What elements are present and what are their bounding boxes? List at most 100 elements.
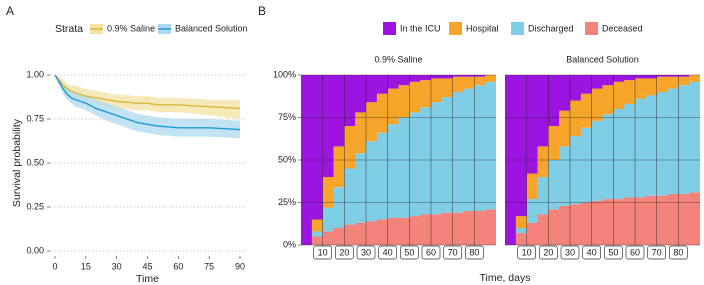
- area-segment: [441, 97, 453, 213]
- area-segment: [613, 199, 625, 245]
- area-segment: [515, 216, 527, 228]
- panel-label: B: [258, 4, 266, 18]
- area-segment: [526, 222, 538, 245]
- y-tick-label: 0.75: [26, 113, 44, 123]
- area-segment: [656, 76, 668, 92]
- area-segment: [441, 75, 453, 79]
- area-segment: [678, 194, 690, 245]
- area-segment: [667, 194, 679, 245]
- area-segment: [398, 85, 410, 118]
- area-segment: [344, 168, 356, 225]
- area-segment: [645, 95, 657, 196]
- area-segment: [624, 103, 636, 198]
- area-segment: [322, 231, 334, 245]
- x-tick-box: [538, 245, 558, 260]
- area-segment: [311, 219, 323, 232]
- x-tick-box: [313, 245, 333, 260]
- legend-label: 0.9% Saline: [107, 23, 155, 33]
- area-segment: [602, 114, 614, 200]
- area-segment: [387, 88, 399, 125]
- x-axis-label: Time, days: [480, 272, 531, 284]
- area-segment: [559, 75, 571, 111]
- area-segment: [667, 75, 679, 77]
- area-segment: [515, 228, 527, 234]
- confidence-band: [55, 75, 240, 139]
- area-segment: [700, 192, 704, 245]
- area-segment: [548, 160, 560, 210]
- x-tick-box: [464, 245, 484, 260]
- area-segment: [420, 75, 432, 81]
- x-tick-label: 80: [673, 247, 683, 257]
- x-tick-label: 50: [608, 247, 618, 257]
- area-segment: [624, 80, 636, 104]
- area-segment: [580, 127, 592, 203]
- area-segment: [678, 75, 690, 77]
- x-tick-label: 0: [52, 261, 57, 271]
- x-tick-box: [517, 245, 537, 260]
- area-segment: [431, 75, 443, 79]
- x-tick-label: 15: [81, 261, 91, 271]
- area-segment: [580, 202, 592, 245]
- x-tick-label: 45: [142, 261, 152, 271]
- area-segment: [635, 75, 647, 79]
- x-tick-label: 50: [404, 247, 414, 257]
- x-tick-label: 70: [448, 247, 458, 257]
- area-segment: [689, 192, 700, 245]
- x-tick-box: [560, 245, 580, 260]
- area-segment: [624, 197, 636, 245]
- area-segment: [311, 231, 323, 237]
- area-segment: [537, 177, 549, 215]
- area-segment: [700, 75, 704, 80]
- area-segment: [624, 75, 636, 81]
- area-segment: [537, 146, 549, 177]
- confidence-band: [55, 75, 240, 119]
- area-segment: [387, 124, 399, 218]
- area-segment: [366, 221, 378, 245]
- area-segment: [376, 219, 388, 245]
- area-segment: [700, 80, 704, 192]
- survival-line: [54, 74, 241, 131]
- area-segment: [322, 207, 334, 232]
- survival-line: [54, 74, 241, 110]
- legend-label: Hospital: [466, 23, 499, 33]
- area-segment: [645, 78, 657, 96]
- facet-plot: [301, 75, 496, 245]
- area-segment: [591, 75, 603, 89]
- area-segment: [485, 209, 496, 245]
- area-segment: [591, 120, 603, 201]
- area-segment: [537, 75, 549, 147]
- area-segment: [420, 107, 432, 215]
- area-segment: [322, 177, 334, 208]
- area-segment: [485, 75, 496, 82]
- area-segment: [463, 76, 475, 89]
- legend-label: In the ICU: [400, 23, 441, 33]
- x-tick-box: [647, 245, 667, 260]
- area-segment: [559, 205, 571, 245]
- x-tick-label: 40: [383, 247, 393, 257]
- area-segment: [526, 173, 538, 200]
- area-segment: [474, 85, 486, 211]
- x-tick-label: 80: [469, 247, 479, 257]
- area-segment: [387, 75, 399, 89]
- area-segment: [387, 217, 399, 245]
- area-segment: [548, 126, 560, 160]
- x-axis-label: Time: [136, 273, 159, 285]
- area-segment: [570, 204, 582, 245]
- area-segment: [431, 78, 443, 103]
- area-segment: [344, 75, 356, 126]
- x-tick-label: 75: [204, 261, 214, 271]
- area-segment: [526, 199, 538, 223]
- area-segment: [580, 75, 592, 94]
- area-segment: [474, 211, 486, 245]
- area-segment: [355, 112, 367, 154]
- x-tick-box: [399, 245, 419, 260]
- area-segment: [376, 132, 388, 220]
- area-segment: [344, 224, 356, 245]
- x-tick-label: 10: [318, 247, 328, 257]
- area-segment: [452, 76, 464, 92]
- y-tick-label: 100%: [273, 69, 296, 79]
- area-segment: [613, 75, 625, 82]
- area-segment: [398, 117, 410, 218]
- x-tick-label: 30: [565, 247, 575, 257]
